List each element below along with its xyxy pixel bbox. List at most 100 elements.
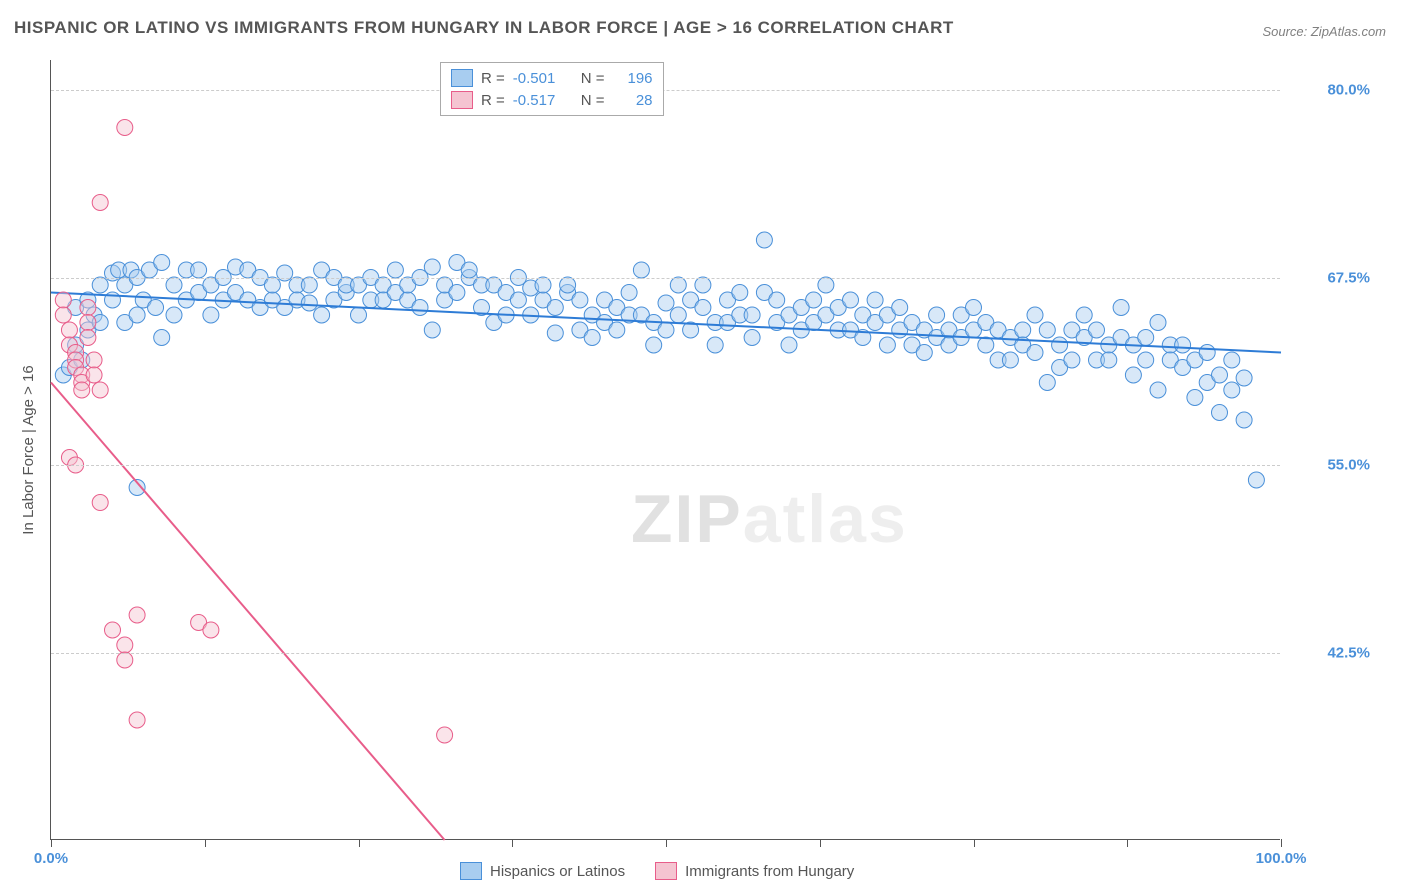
data-point [892, 300, 908, 316]
y-tick-label: 80.0% [1290, 82, 1370, 99]
data-point [1015, 322, 1031, 338]
chart-plot-area: ZIPatlas 42.5%55.0%67.5%80.0%0.0%100.0% [50, 60, 1280, 840]
data-point [843, 292, 859, 308]
data-point [1089, 322, 1105, 338]
data-point [1064, 352, 1080, 368]
data-point [756, 232, 772, 248]
data-point [744, 330, 760, 346]
data-point [166, 277, 182, 293]
data-point [572, 292, 588, 308]
legend-stat-row: R =-0.517N =28 [451, 89, 653, 111]
data-point [154, 255, 170, 271]
data-point [1199, 345, 1215, 361]
x-tick [974, 839, 975, 847]
data-point [1027, 307, 1043, 323]
n-value: 196 [613, 70, 653, 87]
data-point [510, 292, 526, 308]
data-point [769, 292, 785, 308]
data-point [1002, 352, 1018, 368]
data-point [547, 325, 563, 341]
data-point [966, 300, 982, 316]
data-point [1212, 405, 1228, 421]
data-point [879, 337, 895, 353]
data-point [707, 337, 723, 353]
r-label: R = [481, 92, 505, 109]
data-point [387, 262, 403, 278]
data-point [191, 262, 207, 278]
data-point [781, 337, 797, 353]
gridline [51, 90, 1280, 91]
data-point [1236, 370, 1252, 386]
data-point [117, 637, 133, 653]
data-point [978, 337, 994, 353]
r-label: R = [481, 70, 505, 87]
data-point [203, 622, 219, 638]
legend-swatch [655, 862, 677, 880]
data-point [301, 295, 317, 311]
data-point [658, 295, 674, 311]
data-point [584, 330, 600, 346]
data-point [929, 307, 945, 323]
data-point [1150, 382, 1166, 398]
data-point [646, 337, 662, 353]
legend-swatch [451, 69, 473, 87]
data-point [1076, 307, 1092, 323]
data-point [129, 307, 145, 323]
data-point [301, 277, 317, 293]
data-point [1224, 382, 1240, 398]
x-tick [820, 839, 821, 847]
data-point [1236, 412, 1252, 428]
gridline [51, 278, 1280, 279]
data-point [1224, 352, 1240, 368]
legend-series-label: Immigrants from Hungary [685, 863, 854, 880]
data-point [621, 285, 637, 301]
data-point [695, 300, 711, 316]
legend-swatch [460, 862, 482, 880]
source-attribution: Source: ZipAtlas.com [1262, 24, 1386, 39]
data-point [1101, 352, 1117, 368]
y-tick-label: 67.5% [1290, 269, 1370, 286]
gridline [51, 653, 1280, 654]
x-tick [512, 839, 513, 847]
series-legend: Hispanics or LatinosImmigrants from Hung… [460, 862, 854, 880]
data-point [732, 285, 748, 301]
r-value: -0.501 [513, 70, 573, 87]
data-point [1052, 337, 1068, 353]
data-point [806, 292, 822, 308]
data-point [461, 262, 477, 278]
data-point [818, 277, 834, 293]
x-tick [359, 839, 360, 847]
y-tick-label: 55.0% [1290, 457, 1370, 474]
data-point [129, 607, 145, 623]
data-point [437, 727, 453, 743]
data-point [1027, 345, 1043, 361]
data-point [1212, 367, 1228, 383]
data-point [86, 367, 102, 383]
x-tick [205, 839, 206, 847]
data-point [867, 292, 883, 308]
data-point [633, 262, 649, 278]
x-tick [666, 839, 667, 847]
x-tick [51, 839, 52, 847]
trend-line [51, 383, 445, 841]
data-point [424, 322, 440, 338]
data-point [92, 495, 108, 511]
data-point [744, 307, 760, 323]
data-point [74, 382, 90, 398]
data-point [61, 322, 77, 338]
data-point [277, 265, 293, 281]
data-point [1039, 375, 1055, 391]
data-point [695, 277, 711, 293]
legend-stat-row: R =-0.501N =196 [451, 67, 653, 89]
legend-swatch [451, 91, 473, 109]
data-point [314, 307, 330, 323]
legend-series-item: Immigrants from Hungary [655, 862, 854, 880]
data-point [80, 330, 96, 346]
data-point [449, 285, 465, 301]
data-point [117, 652, 133, 668]
y-axis-label: In Labor Force | Age > 16 [20, 365, 37, 534]
data-point [658, 322, 674, 338]
data-point [412, 300, 428, 316]
data-point [1113, 300, 1129, 316]
y-tick-label: 42.5% [1290, 644, 1370, 661]
